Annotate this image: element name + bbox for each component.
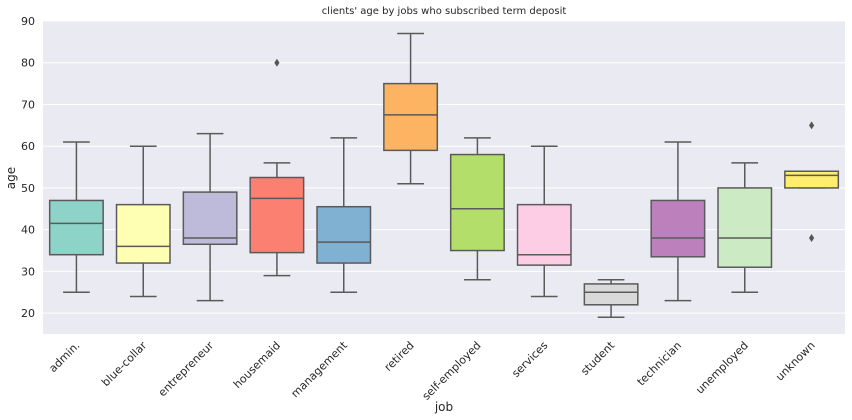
y-tick-label-20: 20	[21, 307, 35, 320]
x-tick-label-entrepreneur: entrepreneur	[156, 339, 217, 400]
box-student	[583, 283, 639, 306]
box-group-unknown	[784, 121, 840, 243]
x-tick-label-blue-collar: blue-collar	[99, 339, 149, 389]
box-unknown	[784, 170, 840, 189]
x-tick-label-self-employed: self-employed	[420, 339, 484, 403]
x-tick-label-housemaid: housemaid	[231, 339, 283, 391]
x-tick-label-student: student	[578, 338, 617, 377]
y-tick-label-80: 80	[21, 57, 35, 70]
box-group-management	[316, 137, 372, 294]
box-group-technician	[650, 141, 706, 302]
outlier-housemaid-0	[274, 58, 280, 67]
grid-lines	[43, 20, 845, 314]
x-tick-label-unemployed: unemployed	[693, 339, 751, 397]
box-group-self-employed	[449, 137, 505, 281]
y-tick-label-90: 90	[21, 15, 35, 28]
outlier-unknown-1	[808, 121, 815, 130]
x-tick-label-technician: technician	[635, 339, 684, 388]
box-group-services	[516, 145, 572, 298]
boxes	[48, 32, 840, 319]
box-technician	[650, 199, 706, 258]
box-group-blue-collar	[115, 145, 171, 298]
box-services	[516, 203, 572, 266]
plot-background	[43, 21, 845, 334]
box-management	[316, 205, 372, 264]
y-tick-label-70: 70	[21, 98, 35, 111]
x-tick-label-unknown: unknown	[773, 339, 818, 384]
box-group-unemployed	[717, 162, 773, 294]
x-tick-label-services: services	[509, 339, 550, 380]
x-tick-label-management: management	[289, 338, 351, 400]
box-blue-collar	[115, 203, 171, 264]
box-group-student	[583, 278, 639, 319]
x-tick-label-retired: retired	[382, 339, 417, 374]
y-tick-label-60: 60	[21, 140, 35, 153]
x-axis-title: job	[434, 400, 453, 414]
box-entrepreneur	[182, 191, 238, 246]
box-retired	[383, 82, 439, 152]
outlier-unknown-0	[808, 234, 815, 243]
y-tick-label-40: 40	[21, 224, 35, 237]
box-group-entrepreneur	[182, 132, 238, 302]
box-admin	[48, 199, 104, 256]
box-group-admin	[48, 141, 104, 294]
box-self-employed	[449, 153, 505, 252]
chart-title: clients' age by jobs who subscribed term…	[322, 6, 567, 17]
box-housemaid	[249, 176, 305, 254]
x-tick-label-admin: admin.	[46, 339, 82, 375]
box-group-housemaid	[249, 58, 305, 277]
y-tick-label-30: 30	[21, 265, 35, 278]
y-axis-title: age	[4, 167, 18, 189]
box-group-retired	[383, 32, 439, 185]
box-unemployed	[717, 187, 773, 268]
y-tick-label-50: 50	[21, 182, 35, 195]
